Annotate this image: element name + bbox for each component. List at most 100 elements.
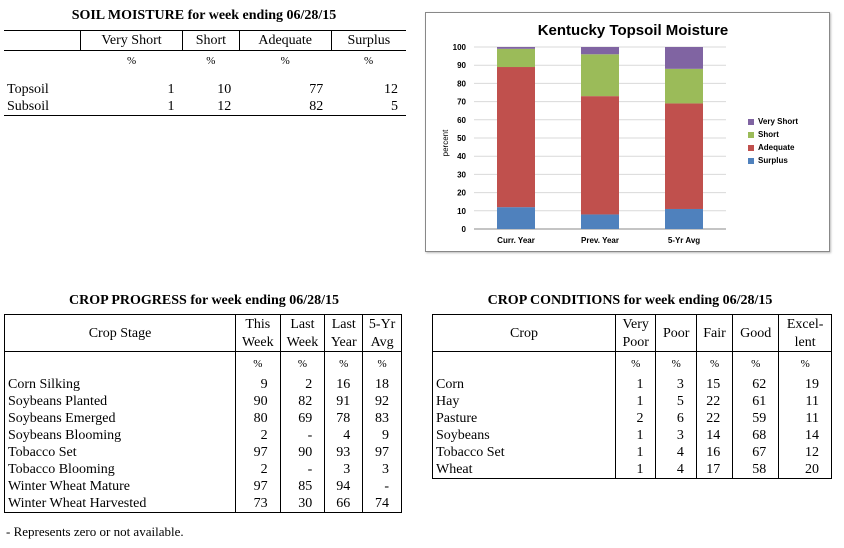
progress-cell: 97 [362, 444, 402, 461]
conditions-cell: 19 [778, 376, 832, 393]
soil-row-label: Topsoil [7, 81, 49, 97]
progress-cell: 66 [324, 495, 363, 513]
table-row: Corn 1 3 15 62 19 [432, 376, 832, 393]
conditions-row-label: Corn [432, 376, 616, 393]
conditions-cell: 17 [695, 461, 733, 479]
progress-row-label: Soybeans Planted [4, 393, 236, 410]
progress-cell: 83 [362, 410, 402, 427]
progress-cell: 2 [235, 461, 281, 478]
conditions-cell: 3 [655, 427, 697, 444]
progress-cell: - [362, 478, 402, 495]
conditions-unit: % [732, 351, 779, 376]
conditions-cell: 59 [732, 410, 779, 427]
soil-moisture-table: Very Short Short Adequate Surplus % % % … [4, 30, 406, 116]
conditions-cell: 12 [778, 444, 832, 461]
table-row: Soybeans Blooming 2-4 9 [4, 427, 402, 444]
table-row: Winter Wheat Harvested 73 30 66 74 [4, 495, 402, 513]
progress-cell: 93 [324, 444, 363, 461]
soil-cell: 1 [80, 97, 183, 116]
soil-cell: 1 [167, 81, 175, 97]
table-row: Tobacco Blooming 2-3 3 [4, 461, 402, 478]
conditions-unit: % [655, 351, 697, 376]
table-row: Tobacco Set 1 4 16 67 12 [432, 444, 832, 461]
conditions-cell: 6 [655, 410, 697, 427]
soil-cell: 82 [239, 97, 332, 116]
crop-progress-title: CROP PROGRESS for week ending 06/28/15 [68, 293, 340, 308]
table-row: Soybeans 1 3 14 68 14 [432, 427, 832, 444]
progress-header: 5-Yr [362, 314, 402, 333]
conditions-header: Good [732, 314, 779, 352]
progress-cell: 9 [362, 427, 402, 444]
progress-unit: % [362, 351, 402, 376]
progress-unit: % [279, 351, 325, 376]
conditions-row-label: Wheat [432, 461, 616, 479]
soil-unit: % [206, 55, 216, 68]
crop-progress-table: Crop Stage This Last Last 5-Yr Week Week… [4, 314, 402, 513]
chart-bar-adequate [497, 67, 535, 208]
conditions-cell: 16 [695, 444, 733, 461]
progress-cell: 97 [235, 478, 281, 495]
soil-corner-cell [4, 30, 81, 51]
conditions-row-label: Soybeans [432, 427, 616, 444]
progress-cell: - [279, 461, 325, 478]
soil-header-surplus: Surplus [330, 30, 406, 51]
progress-cell: 80 [235, 410, 281, 427]
crop-conditions-table: Crop Very Poor Fair Good Excel- Poor len… [432, 314, 832, 479]
legend-label: Adequate [758, 143, 795, 152]
chart-bar-short [665, 68, 703, 104]
progress-cell: 2 [279, 376, 325, 393]
conditions-header: Fair [695, 314, 733, 352]
conditions-unit-spacer [432, 351, 616, 376]
legend-label: Very Short [758, 117, 799, 126]
progress-row-label: Tobacco Set [4, 444, 236, 461]
table-row: Soybeans Emerged 80 69 78 83 [4, 410, 402, 427]
progress-cell: 18 [362, 376, 402, 393]
conditions-cell: 67 [732, 444, 779, 461]
progress-cell: 92 [362, 393, 402, 410]
progress-header: This [235, 314, 281, 333]
chart-xtick-label: Curr. Year [497, 236, 535, 245]
chart-bar-surplus [497, 207, 535, 229]
conditions-row-label: Pasture [432, 410, 616, 427]
progress-cell: 30 [279, 495, 325, 513]
progress-cell: 78 [324, 410, 363, 427]
chart-ytick-label: 60 [457, 116, 466, 125]
chart-bar-short [581, 54, 619, 97]
progress-header: Week [235, 333, 281, 352]
progress-row-label: Soybeans Blooming [4, 427, 236, 444]
conditions-unit: % [778, 351, 832, 376]
chart-title: Kentucky Topsoil Moisture [538, 22, 729, 39]
conditions-cell: 14 [778, 427, 832, 444]
progress-cell: 16 [324, 376, 363, 393]
progress-cell: 73 [235, 495, 281, 513]
table-row: Corn Silking 9 2 16 18 [4, 376, 402, 393]
conditions-cell: 20 [778, 461, 832, 479]
progress-cell: 74 [362, 495, 402, 513]
conditions-header: lent [778, 333, 832, 352]
chart-ytick-label: 40 [457, 152, 466, 161]
crop-conditions-title: CROP CONDITIONS for week ending 06/28/15 [487, 293, 773, 308]
progress-cell: 69 [279, 410, 325, 427]
soil-unit: % [126, 55, 137, 68]
chart-bar-very-short [665, 47, 703, 69]
chart-xtick-label: Prev. Year [581, 236, 619, 245]
progress-cell: 2 [235, 427, 281, 444]
progress-footnote: - Represents zero or not available. [6, 524, 184, 539]
conditions-cell: 1 [614, 461, 656, 479]
chart-ytick-label: 70 [457, 98, 466, 107]
progress-header: Week [279, 333, 325, 352]
conditions-unit: % [614, 351, 656, 376]
progress-header: Last [324, 314, 363, 333]
legend-swatch [748, 157, 754, 164]
progress-row-label: Soybeans Emerged [4, 410, 236, 427]
conditions-cell: 11 [778, 410, 832, 427]
soil-cell: 5 [331, 97, 406, 116]
conditions-header: Poor [614, 333, 656, 352]
chart-bar-surplus [581, 214, 619, 229]
table-row: Pasture 2 6 22 59 11 [432, 410, 832, 427]
table-row: Hay 1 5 22 61 11 [432, 393, 832, 410]
conditions-cell: 3 [655, 376, 697, 393]
table-row: Tobacco Set 97 90 93 97 [4, 444, 402, 461]
progress-stage-header: Crop Stage [4, 314, 236, 352]
progress-header: Avg [362, 333, 402, 352]
